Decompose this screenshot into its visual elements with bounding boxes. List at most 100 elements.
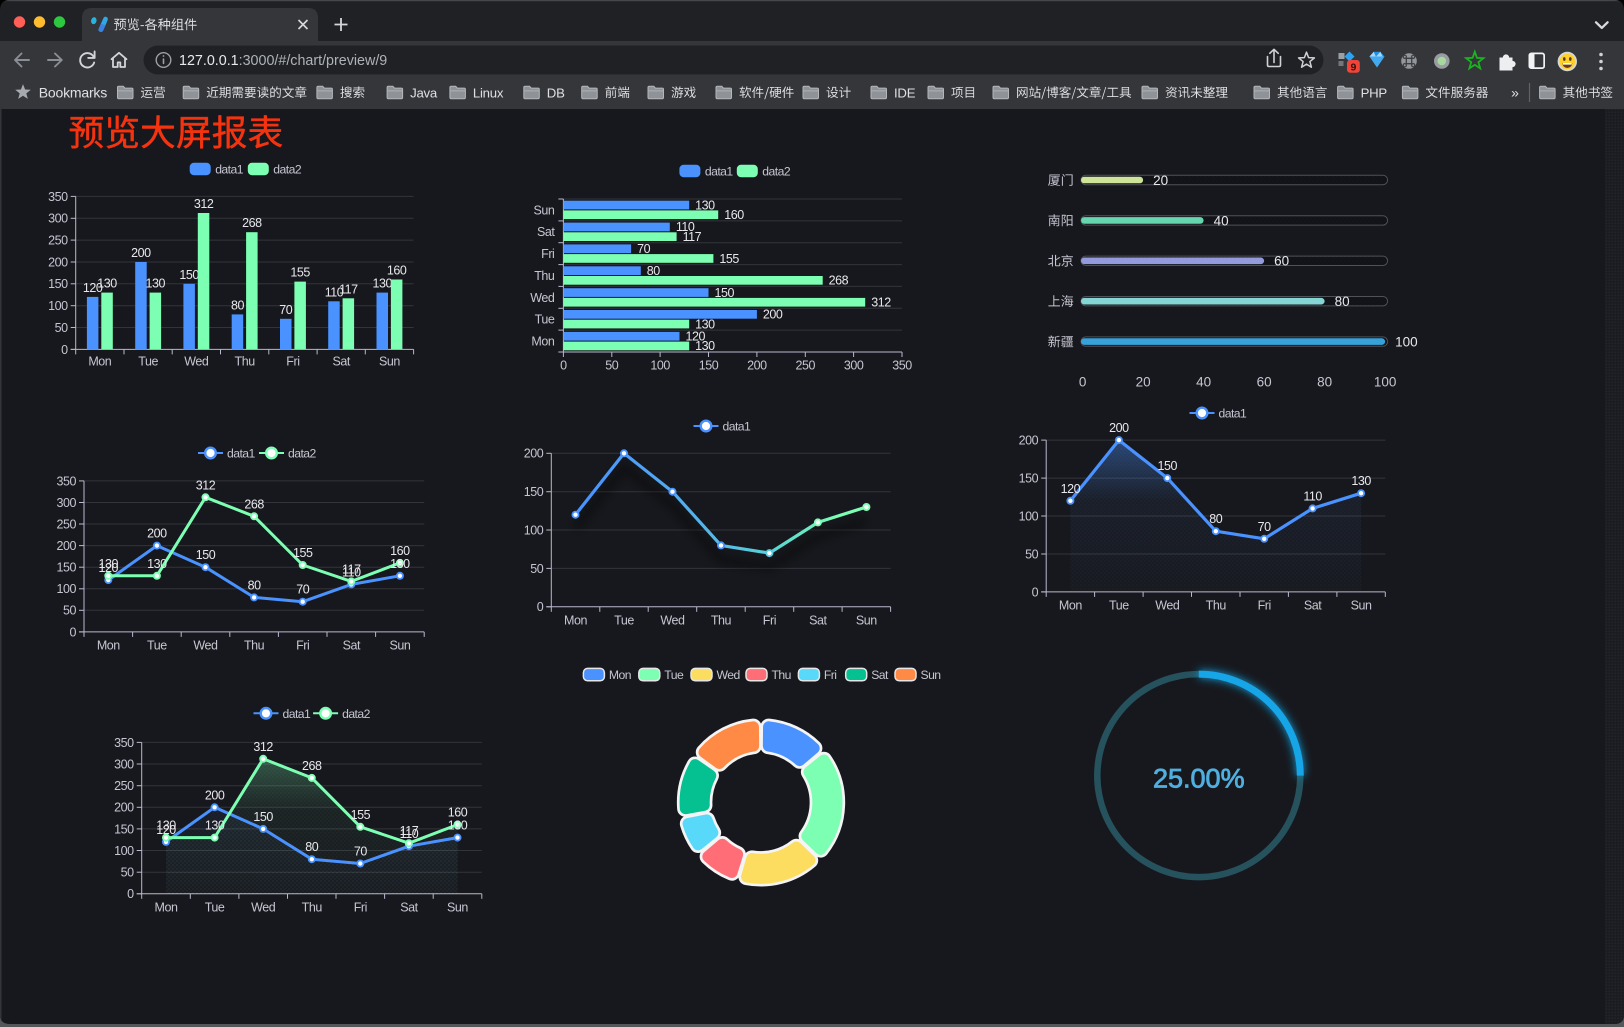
svg-text:Mon: Mon	[564, 613, 587, 627]
svg-text:Thu: Thu	[302, 900, 323, 914]
svg-text:Tue: Tue	[535, 313, 555, 327]
svg-text:268: 268	[244, 497, 264, 511]
svg-text:100: 100	[56, 582, 76, 596]
svg-text:300: 300	[48, 212, 68, 226]
svg-text:data1: data1	[215, 163, 244, 177]
svg-text:110: 110	[325, 285, 344, 299]
svg-text:Sun: Sun	[533, 203, 554, 217]
svg-text:150: 150	[253, 810, 273, 824]
svg-text:Mon: Mon	[531, 334, 554, 348]
svg-text:data2: data2	[762, 165, 791, 179]
svg-text:Fri: Fri	[541, 247, 554, 261]
svg-text:Wed: Wed	[184, 354, 209, 368]
svg-text:20: 20	[1153, 173, 1168, 188]
svg-text:Sun: Sun	[447, 900, 468, 914]
svg-text:0: 0	[69, 625, 76, 639]
svg-text:200: 200	[524, 447, 544, 461]
svg-text:150: 150	[179, 268, 199, 282]
svg-text:Sun: Sun	[921, 668, 941, 682]
svg-text:100: 100	[650, 359, 670, 373]
svg-text:70: 70	[354, 845, 368, 859]
svg-text:150: 150	[699, 359, 719, 373]
svg-text:200: 200	[763, 308, 783, 322]
svg-text:155: 155	[719, 252, 739, 266]
svg-text:60: 60	[1274, 254, 1289, 269]
svg-text:150: 150	[1019, 471, 1039, 485]
svg-text:IDE: IDE	[894, 85, 916, 100]
svg-text:80: 80	[1335, 294, 1350, 309]
svg-text:Wed: Wed	[193, 638, 218, 652]
svg-text:DB: DB	[547, 85, 565, 100]
svg-text:50: 50	[605, 359, 619, 373]
svg-text:200: 200	[205, 788, 225, 802]
svg-text:Thu: Thu	[235, 354, 256, 368]
svg-text:Fri: Fri	[354, 900, 367, 914]
svg-text:155: 155	[293, 546, 313, 560]
svg-text:117: 117	[683, 230, 702, 244]
svg-text:»: »	[1511, 85, 1519, 101]
svg-text:Tue: Tue	[147, 638, 167, 652]
svg-text:117: 117	[339, 282, 358, 296]
svg-text:130: 130	[373, 277, 393, 291]
svg-text:Thu: Thu	[1206, 598, 1227, 612]
svg-text:130: 130	[99, 557, 119, 571]
svg-text:155: 155	[290, 266, 310, 280]
svg-text:25.00%: 25.00%	[1153, 764, 1245, 794]
svg-text:Thu: Thu	[244, 638, 265, 652]
svg-text:120: 120	[83, 281, 103, 295]
svg-text:100: 100	[114, 844, 134, 858]
svg-text:80: 80	[248, 578, 262, 592]
svg-text:Tue: Tue	[138, 354, 158, 368]
svg-text:110: 110	[1303, 489, 1322, 503]
svg-text:200: 200	[48, 255, 68, 269]
svg-text:160: 160	[387, 263, 407, 277]
svg-text:130: 130	[390, 557, 410, 571]
svg-text:50: 50	[121, 866, 135, 880]
svg-text:130: 130	[695, 339, 715, 353]
svg-text:110: 110	[400, 827, 419, 841]
svg-text:160: 160	[448, 806, 468, 820]
svg-text:100: 100	[1019, 509, 1039, 523]
svg-text:Wed: Wed	[717, 668, 740, 682]
svg-text:100: 100	[48, 299, 68, 313]
svg-text:Sat: Sat	[871, 668, 889, 682]
svg-text:110: 110	[342, 565, 361, 579]
svg-text:Sat: Sat	[332, 354, 350, 368]
svg-text:80: 80	[647, 264, 661, 278]
svg-text:268: 268	[829, 274, 849, 288]
svg-text:Fri: Fri	[296, 638, 309, 652]
svg-text:130: 130	[156, 819, 176, 833]
svg-text:312: 312	[871, 296, 891, 310]
svg-text:300: 300	[114, 757, 134, 771]
svg-text:50: 50	[530, 562, 544, 576]
svg-text:120: 120	[99, 561, 119, 575]
svg-text:312: 312	[253, 740, 273, 754]
svg-text:200: 200	[147, 527, 167, 541]
svg-text:70: 70	[1258, 520, 1272, 534]
svg-text:data2: data2	[342, 707, 371, 721]
svg-text:Wed: Wed	[251, 900, 276, 914]
svg-text:200: 200	[1109, 421, 1129, 435]
svg-text:Mon: Mon	[1059, 598, 1082, 612]
svg-text:250: 250	[114, 779, 134, 793]
svg-text:70: 70	[279, 303, 293, 317]
svg-text:Tue: Tue	[664, 668, 684, 682]
svg-text:200: 200	[131, 246, 151, 260]
svg-text:312: 312	[196, 478, 216, 492]
svg-text:Mon: Mon	[155, 900, 178, 914]
svg-text:160: 160	[390, 544, 410, 558]
svg-text:50: 50	[55, 321, 69, 335]
svg-text:20: 20	[1136, 374, 1151, 389]
svg-text:Bookmarks: Bookmarks	[39, 84, 107, 100]
svg-text:130: 130	[448, 819, 468, 833]
svg-text:150: 150	[1158, 459, 1178, 473]
svg-text:PHP: PHP	[1361, 85, 1388, 100]
svg-text:0: 0	[537, 600, 544, 614]
svg-text:data1: data1	[723, 420, 752, 434]
svg-text:Sun: Sun	[389, 638, 410, 652]
svg-text:Sat: Sat	[537, 225, 555, 239]
svg-text:Mon: Mon	[609, 668, 631, 682]
svg-text:200: 200	[747, 359, 767, 373]
svg-text:150: 150	[48, 277, 68, 291]
svg-text:Fri: Fri	[824, 668, 837, 682]
